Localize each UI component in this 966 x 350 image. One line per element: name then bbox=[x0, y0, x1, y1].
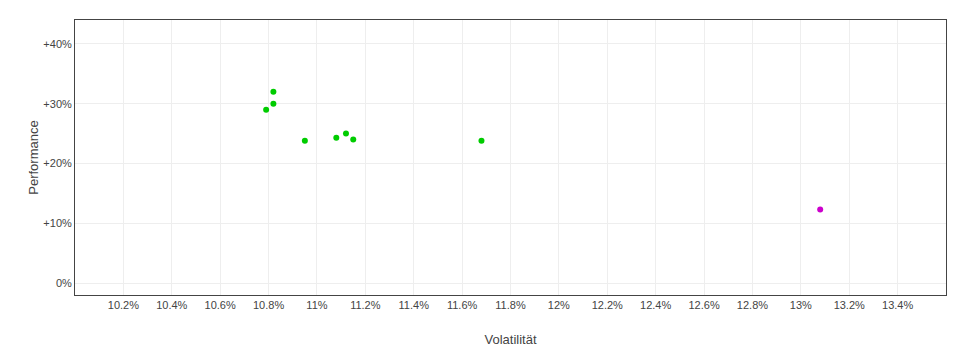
svg-text:12.6%: 12.6% bbox=[688, 299, 719, 311]
svg-text:Performance: Performance bbox=[26, 120, 41, 194]
svg-text:11.6%: 11.6% bbox=[447, 299, 478, 311]
svg-text:11.2%: 11.2% bbox=[350, 299, 381, 311]
svg-text:10.8%: 10.8% bbox=[253, 299, 284, 311]
svg-text:+10%: +10% bbox=[43, 217, 72, 229]
svg-text:11.8%: 11.8% bbox=[495, 299, 526, 311]
svg-text:13.4%: 13.4% bbox=[882, 299, 913, 311]
svg-text:11.4%: 11.4% bbox=[399, 299, 430, 311]
svg-text:12.2%: 12.2% bbox=[592, 299, 623, 311]
svg-text:12.4%: 12.4% bbox=[640, 299, 671, 311]
svg-text:13%: 13% bbox=[790, 299, 812, 311]
svg-text:11%: 11% bbox=[306, 299, 327, 311]
svg-text:+20%: +20% bbox=[43, 157, 72, 169]
svg-text:10.2%: 10.2% bbox=[108, 299, 139, 311]
svg-text:12.8%: 12.8% bbox=[737, 299, 768, 311]
svg-text:+40%: +40% bbox=[43, 38, 72, 50]
svg-text:10.4%: 10.4% bbox=[156, 299, 187, 311]
svg-text:12%: 12% bbox=[548, 299, 570, 311]
svg-text:10.6%: 10.6% bbox=[205, 299, 236, 311]
svg-text:13.2%: 13.2% bbox=[834, 299, 865, 311]
svg-text:0%: 0% bbox=[56, 277, 72, 289]
svg-text:Volatilität: Volatilität bbox=[484, 332, 536, 347]
svg-text:+30%: +30% bbox=[43, 98, 72, 110]
